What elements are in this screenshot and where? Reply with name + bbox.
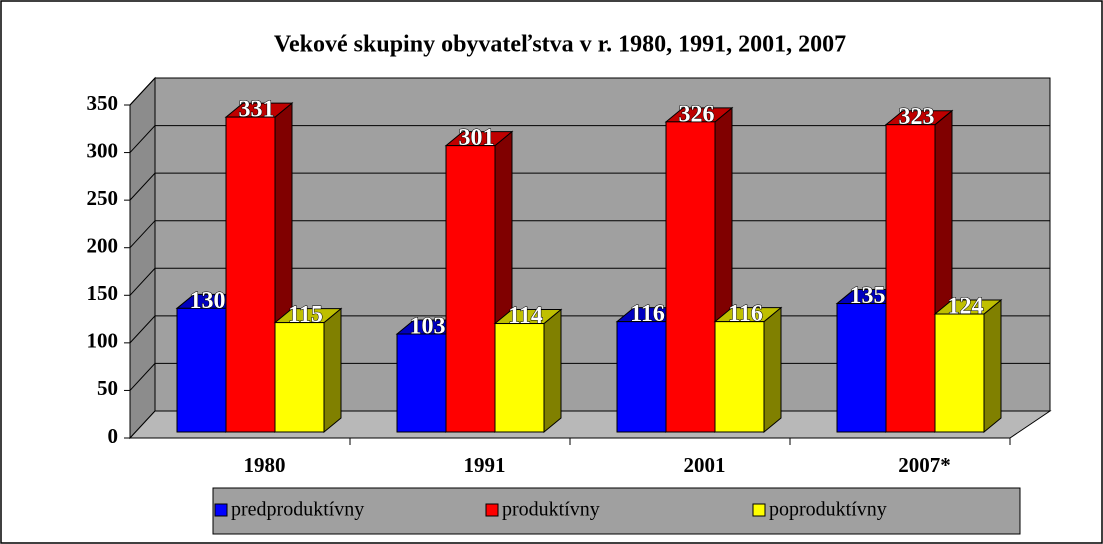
- data-label: 124: [948, 294, 984, 320]
- side-wall: [129, 76, 156, 440]
- legend-label: poproduktívny: [769, 499, 887, 521]
- bar: [713, 306, 783, 434]
- bar-side: [543, 308, 562, 434]
- bar-side: [983, 298, 1002, 434]
- grid-line: [129, 220, 1050, 249]
- grid-line: [129, 125, 1050, 153]
- legend-label: produktívny: [502, 499, 600, 521]
- y-tick-label: 0: [108, 424, 119, 448]
- grid-line: [129, 172, 1050, 201]
- y-tick-label: 250: [87, 186, 119, 210]
- y-tick-label: 350: [87, 91, 119, 115]
- bar-front: [176, 307, 227, 433]
- bar-front: [714, 321, 765, 433]
- y-tick-label: 150: [87, 281, 119, 305]
- y-tick-label: 50: [97, 376, 118, 400]
- bar-front: [225, 116, 276, 433]
- legend-label: predproduktívny: [231, 499, 364, 521]
- grid-line: [129, 77, 1050, 106]
- x-tick-label: 2001: [684, 453, 726, 477]
- bar-front: [445, 145, 496, 433]
- bar-front: [885, 124, 936, 433]
- x-tick-label: 1991: [464, 453, 506, 477]
- bar-front: [274, 322, 325, 433]
- bar-front: [616, 321, 667, 433]
- x-tick-label: 1980: [244, 453, 286, 477]
- y-tick-label: 100: [87, 329, 119, 353]
- bar-front: [934, 313, 985, 433]
- bar-front: [396, 333, 447, 433]
- x-tick-label: 2007*: [898, 453, 951, 477]
- bar: [273, 307, 343, 434]
- chart-title: Vekové skupiny obyvateľstva v r. 1980, 1…: [274, 32, 846, 58]
- bar-side: [763, 306, 782, 434]
- legend-swatch: [752, 503, 766, 517]
- y-tick-label: 300: [87, 138, 119, 162]
- legend-swatch: [214, 503, 228, 517]
- bar-front: [665, 121, 716, 433]
- data-label: 114: [508, 303, 543, 329]
- floor: [128, 410, 1052, 439]
- data-label: 323: [899, 104, 935, 130]
- bar-side: [323, 307, 342, 434]
- bar-front: [494, 323, 545, 433]
- legend-swatch: [485, 503, 499, 517]
- data-label: 301: [459, 125, 495, 151]
- data-label: 331: [239, 97, 275, 123]
- bar: [933, 298, 1003, 434]
- legend: [212, 487, 1021, 535]
- data-label: 116: [630, 301, 665, 327]
- bar-front: [836, 303, 887, 433]
- data-label: 135: [850, 283, 886, 309]
- data-label: 326: [679, 101, 715, 127]
- data-label: 116: [728, 301, 763, 327]
- y-tick-label: 200: [87, 234, 119, 258]
- bar: [493, 308, 563, 434]
- data-label: 115: [288, 302, 323, 328]
- data-label: 103: [410, 314, 446, 340]
- grid-line: [129, 267, 1050, 296]
- data-label: 130: [190, 288, 226, 314]
